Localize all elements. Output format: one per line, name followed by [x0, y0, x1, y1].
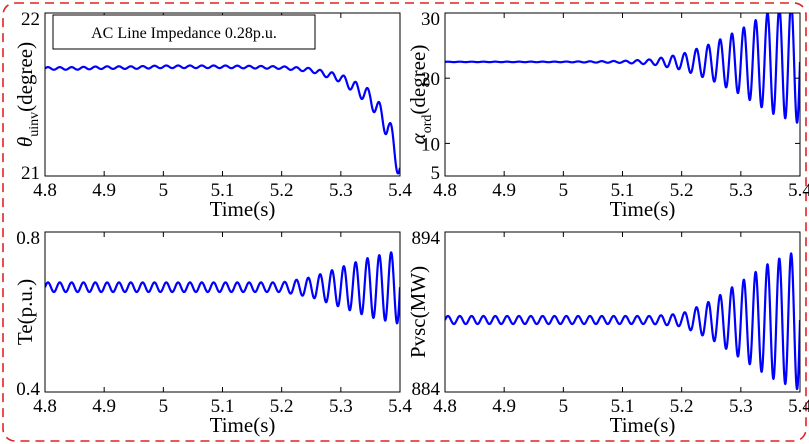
x-tick-label: 5.2: [270, 396, 294, 417]
x-tick-label: 5.1: [211, 396, 235, 417]
x-tick-label: 4.8: [433, 180, 457, 201]
y-tick-label: 5: [431, 163, 441, 184]
chart-panel-4: 4.8 4.9 5 5.1 5.2 5.3 5.4 894 884 Time(s) Pvsc(MW): [406, 228, 809, 437]
x-axis-label: Time(s): [610, 197, 676, 221]
plot-frame: [44, 231, 401, 393]
series-line-4-1: [445, 252, 800, 391]
y-tick-label: 894: [412, 228, 441, 249]
series-line-1-1: [45, 64, 400, 175]
x-tick-label: 4.9: [492, 180, 516, 201]
x-tick-label: 5: [559, 396, 569, 417]
annotation-box: AC Line Impedance 0.28p.u.: [52, 14, 316, 50]
plot-frame: [444, 12, 801, 177]
x-tick-label: 5.3: [729, 180, 753, 201]
y-axis-label: Pvsc(MW): [406, 266, 430, 358]
y-tick-label: 21: [21, 163, 40, 184]
y-tick-label: 0.4: [16, 379, 40, 400]
x-tick-label: 5.2: [670, 396, 694, 417]
x-tick-label: 5.4: [388, 396, 412, 417]
y-tick-label: 10: [421, 134, 440, 155]
y-axis-label: Te(p.u.): [13, 279, 37, 345]
x-tick-label: 5.4: [788, 396, 809, 417]
x-tick-label: 5.4: [788, 180, 809, 201]
x-tick-label: 4.8: [433, 396, 457, 417]
x-tick-label: 5.3: [729, 396, 753, 417]
chart-panel-1: 4.8 4.9 5 5.1 5.2 5.3 5.4 22 21 Time(s) θuinv(degr…: [13, 9, 412, 221]
x-tick-label: 5: [159, 396, 169, 417]
x-axis-label: Time(s): [210, 413, 276, 437]
x-tick-label: 5.1: [211, 180, 235, 201]
y-tick-label: 30: [421, 9, 440, 30]
x-tick-label: 5.4: [388, 180, 412, 201]
x-tick-label: 4.9: [492, 396, 516, 417]
x-axis-label: Time(s): [210, 197, 276, 221]
y-tick-label: 884: [412, 379, 441, 400]
x-tick-label: 5: [159, 180, 169, 201]
x-tick-label: 4.8: [33, 396, 57, 417]
x-tick-label: 4.8: [33, 180, 57, 201]
x-tick-label: 4.9: [92, 180, 116, 201]
y-axis-label: θuinv(degree): [13, 42, 42, 147]
annotation-text: AC Line Impedance 0.28p.u.: [91, 25, 277, 42]
y-tick-label: 0.8: [16, 228, 40, 249]
series-line-3-1: [45, 251, 400, 325]
x-tick-label: 5.3: [329, 180, 353, 201]
x-tick-label: 5.1: [611, 180, 635, 201]
x-tick-label: 5.2: [670, 180, 694, 201]
y-tick-label: 20: [421, 69, 440, 90]
x-tick-label: 5.3: [329, 396, 353, 417]
y-tick-label: 22: [21, 9, 40, 30]
x-tick-label: 5.1: [611, 396, 635, 417]
series-line-2-1: [445, 13, 800, 124]
chart-panel-2: 4.8 4.9 5 5.1 5.2 5.3 5.4 30 20 10 5 Time(s) αord(de…: [406, 9, 809, 221]
x-tick-label: 4.9: [92, 396, 116, 417]
chart-panel-3: 4.8 4.9 5 5.1 5.2 5.3 5.4 0.8 0.4 Time(s) Te(p.u.): [13, 228, 412, 437]
x-axis-label: Time(s): [610, 413, 676, 437]
y-axis-label: αord(degree): [406, 45, 435, 145]
x-tick-label: 5: [559, 180, 569, 201]
x-tick-label: 5.2: [270, 180, 294, 201]
